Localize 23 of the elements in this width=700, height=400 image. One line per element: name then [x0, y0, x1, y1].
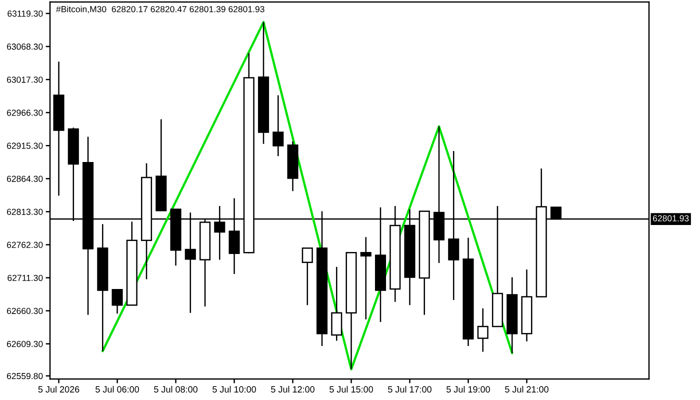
- x-tick-label: 5 Jul 19:00: [446, 386, 490, 393]
- x-tick-label: 5 Jul 06:00: [96, 386, 140, 393]
- chart-title: #Bitcoin,M30 62820.17 62820.47 62801.39 62801.93: [56, 6, 264, 14]
- x-tick-label: 5 Jul 2026: [38, 386, 80, 393]
- y-tick-label: 62609.30: [7, 340, 43, 348]
- y-tick-label: 63119.30: [8, 10, 43, 17]
- y-tick-label: 62966.30: [7, 110, 43, 116]
- y-tick-label: 62660.30: [7, 308, 43, 314]
- y-tick-label: 62813.30: [7, 208, 43, 215]
- y-tick-label: 62864.30: [7, 176, 43, 182]
- x-tick-label: 5 Jul 21:00: [505, 386, 548, 393]
- y-tick-label: 62915.30: [7, 142, 43, 149]
- x-tick-label: 5 Jul 10:00: [212, 386, 256, 393]
- y-tick-label: 62762.30: [7, 242, 43, 248]
- x-tick-label: 5 Jul 08:00: [154, 386, 198, 393]
- x-tick-label: 5 Jul 12:00: [271, 386, 314, 393]
- y-tick-label: 63017.30: [7, 76, 43, 83]
- x-tick-label: 5 Jul 15:00: [330, 386, 373, 393]
- y-tick-label: 62711.30: [8, 274, 43, 282]
- x-tick-label: 5 Jul 17:00: [388, 386, 432, 393]
- y-tick-label: 63068.30: [7, 44, 43, 50]
- y-tick-label: 62559.80: [7, 372, 43, 380]
- ref-line-label: 62801.93: [653, 215, 689, 222]
